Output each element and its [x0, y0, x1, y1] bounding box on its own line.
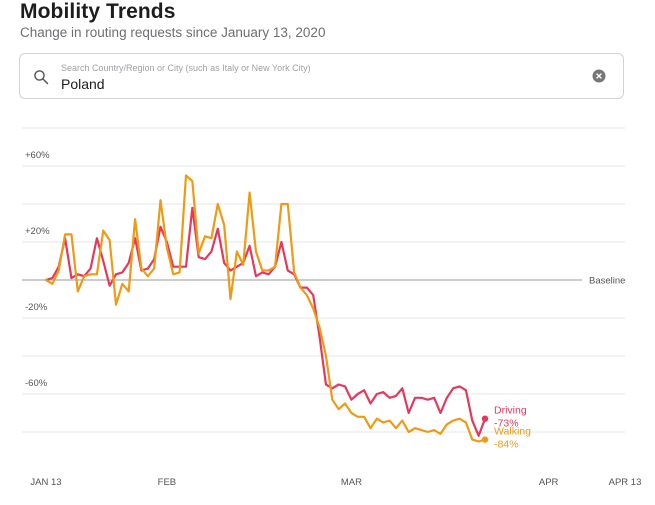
search-box[interactable]: Search Country/Region or City (such as I… — [19, 53, 624, 99]
walking-end-point — [481, 436, 489, 443]
page-title: Mobility Trends — [20, 0, 176, 23]
mobility-chart: +60% +20% Baseline -20% -60% JAN 13 FEB MAR APR… — [0, 100, 655, 505]
page-subtitle: Change in routing requests since January… — [20, 25, 326, 40]
y-tick-layer: +60% +20% Baseline -20% -60% — [25, 150, 625, 389]
search-icon — [34, 70, 49, 85]
search-placeholder: Search Country/Region or City (such as I… — [61, 63, 311, 73]
clear-search-icon[interactable] — [592, 69, 606, 83]
driving-end-point — [481, 415, 489, 422]
x-tick-label: APR — [539, 477, 559, 488]
driving-legend-name: Driving — [494, 405, 527, 417]
x-tick-label: FEB — [158, 477, 176, 488]
x-tick-layer: JAN 13 FEB MAR APR APR 13 — [30, 477, 641, 488]
baseline-label: Baseline — [589, 276, 625, 287]
driving-legend-value: -73% — [494, 418, 519, 430]
driving-series-line — [44, 206, 487, 437]
search-input[interactable]: Poland — [61, 76, 105, 92]
x-tick-label: JAN 13 — [30, 477, 61, 488]
grid-layer — [22, 127, 625, 433]
walking-legend-name: Walking — [494, 426, 531, 438]
legend-layer: Driving-73%Walking-84% — [494, 405, 531, 451]
x-tick-label: APR 13 — [609, 477, 642, 488]
series-layer — [44, 174, 489, 443]
y-tick-label: -20% — [25, 302, 48, 313]
walking-legend-value: -84% — [494, 439, 519, 451]
x-tick-label: MAR — [341, 477, 362, 488]
walking-series-line — [44, 174, 487, 443]
y-tick-label: -60% — [25, 378, 48, 389]
chart-svg: +60% +20% Baseline -20% -60% JAN 13 FEB MAR APR… — [22, 127, 641, 488]
y-tick-label: +20% — [25, 226, 50, 237]
y-tick-label: +60% — [25, 150, 50, 161]
